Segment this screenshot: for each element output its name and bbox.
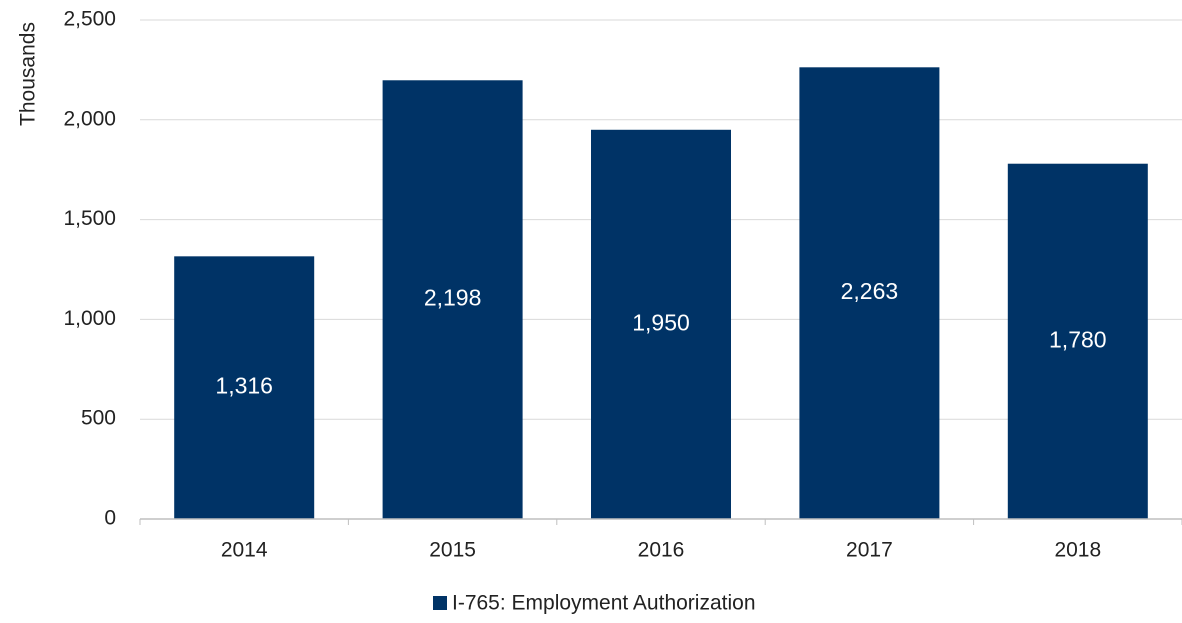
legend-label: I-765: Employment Authorization xyxy=(452,592,756,615)
axes xyxy=(139,518,1182,525)
y-tick-label: 1,500 xyxy=(63,207,116,230)
data-label-2014: 1,316 xyxy=(215,373,273,399)
data-label-2018: 1,780 xyxy=(1049,326,1107,352)
x-tick-label: 2016 xyxy=(638,539,685,562)
x-tick-labels: 2014 2015 2016 2017 2018 xyxy=(221,539,1101,562)
data-label-2015: 2,198 xyxy=(424,285,482,311)
y-axis-title: Thousands xyxy=(17,22,40,126)
bar-2015[interactable] xyxy=(382,80,523,519)
y-tick-label: 1,000 xyxy=(63,307,116,330)
legend[interactable]: I-765: Employment Authorization xyxy=(433,592,756,615)
y-tick-label: 2,000 xyxy=(63,107,116,130)
bar-2018[interactable] xyxy=(1007,163,1148,519)
x-tick-label: 2015 xyxy=(429,539,476,562)
legend-swatch xyxy=(433,596,447,610)
bars xyxy=(174,67,1148,519)
data-label-2016: 1,950 xyxy=(632,309,690,335)
x-tick-label: 2018 xyxy=(1054,539,1101,562)
y-tick-labels: 0 500 1,000 1,500 2,000 2,500 xyxy=(63,8,116,530)
y-tick-label: 0 xyxy=(104,507,116,530)
x-tick-label: 2017 xyxy=(846,539,893,562)
data-label-2017: 2,263 xyxy=(841,278,899,304)
y-tick-label: 500 xyxy=(81,407,116,430)
data-labels: 1,316 2,198 1,950 2,263 1,780 xyxy=(215,278,1106,399)
y-tick-label: 2,500 xyxy=(63,8,116,31)
bar-2016[interactable] xyxy=(591,129,731,519)
bar-2017[interactable] xyxy=(799,67,940,519)
x-tick-label: 2014 xyxy=(221,539,268,562)
bar-2014[interactable] xyxy=(174,256,315,519)
